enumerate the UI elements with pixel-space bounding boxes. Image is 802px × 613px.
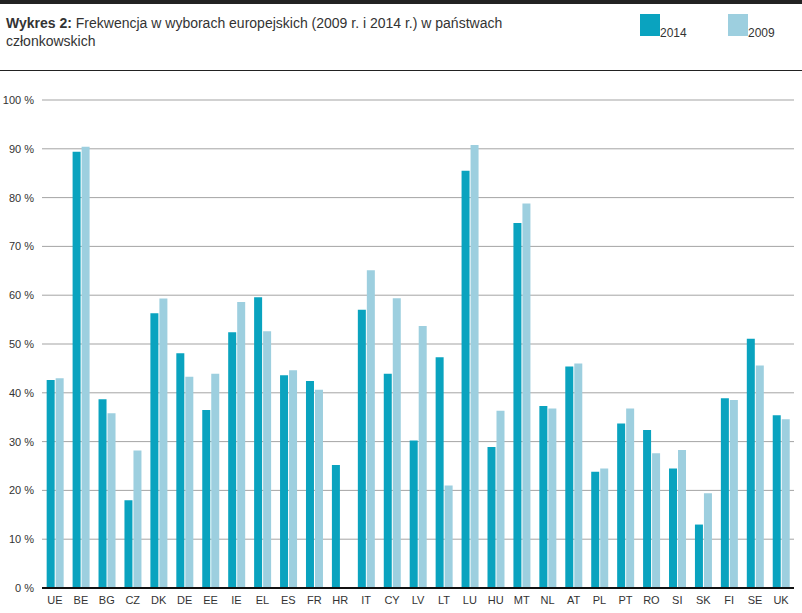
html-text:Wykres 2: Frekwencja w wyborac: Wykres 2: Frekwencja w wyborach europejs… [6,15,503,49]
svg-text:IE: IE [231,594,241,606]
svg-text:80 %: 80 % [9,192,34,204]
svg-text:HR: HR [332,594,348,606]
svg-text:PT: PT [618,594,632,606]
svg-text:MT: MT [514,594,530,606]
svg-text:SK: SK [696,594,711,606]
html-text:2009: 2009 [748,26,775,40]
svg-text:HU: HU [488,594,504,606]
svg-text:60 %: 60 % [9,289,34,301]
svg-text:90 %: 90 % [9,143,34,155]
svg-text:LU: LU [463,594,477,606]
svg-text:50 %: 50 % [9,338,34,350]
svg-text:FI: FI [724,594,734,606]
svg-text:70 %: 70 % [9,240,34,252]
svg-text:CY: CY [384,594,400,606]
svg-text:AT: AT [567,594,581,606]
svg-text:RO: RO [643,594,660,606]
svg-text:EE: EE [203,594,218,606]
svg-text:DK: DK [151,594,167,606]
svg-text:PL: PL [593,594,606,606]
html-text:2014: 2014 [660,26,687,40]
svg-text:LT: LT [438,594,450,606]
svg-text:SE: SE [748,594,763,606]
svg-text:SI: SI [672,594,682,606]
svg-text:UE: UE [47,594,62,606]
svg-text:20 %: 20 % [9,484,34,496]
svg-text:BE: BE [74,594,89,606]
svg-text:LV: LV [412,594,425,606]
svg-text:UK: UK [773,594,789,606]
svg-text:30 %: 30 % [9,436,34,448]
svg-text:CZ: CZ [125,594,140,606]
svg-text:ES: ES [281,594,296,606]
svg-text:40 %: 40 % [9,387,34,399]
svg-text:EL: EL [256,594,269,606]
svg-text:0 %: 0 % [15,582,34,594]
svg-text:NL: NL [541,594,555,606]
svg-text:IT: IT [361,594,371,606]
svg-text:DE: DE [177,594,192,606]
svg-text:FR: FR [307,594,322,606]
svg-text:10 %: 10 % [9,533,34,545]
svg-text:BG: BG [99,594,115,606]
svg-text:100 %: 100 % [8,94,34,106]
